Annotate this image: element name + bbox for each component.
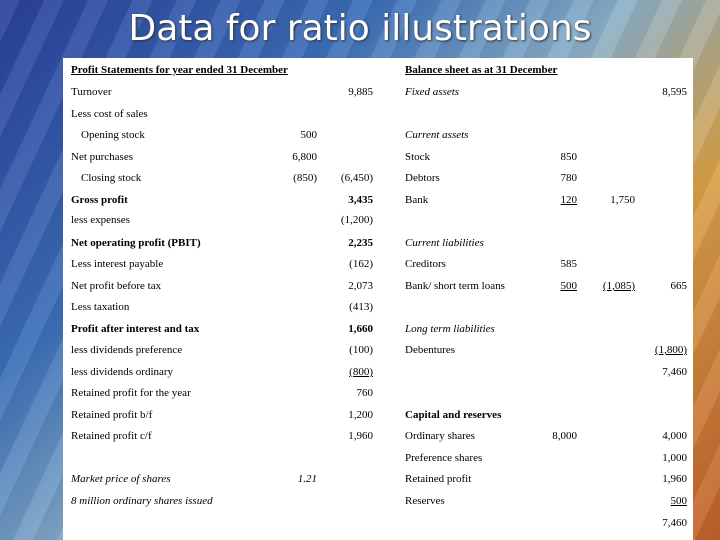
turnover-label: Turnover: [71, 86, 112, 98]
ordinary-shares-label: Ordinary shares: [405, 430, 475, 442]
retained-bf-value: 1,200: [348, 409, 373, 421]
opening-stock-value: 500: [300, 129, 318, 141]
current-liabilities-total: (1,085): [602, 280, 635, 292]
creditors-label: Creditors: [405, 258, 446, 270]
retained-profit-bs-value: 1,960: [662, 473, 687, 485]
fixed-assets-label: Fixed assets: [405, 86, 460, 98]
current-liabilities-label: Current liabilities: [405, 237, 484, 249]
closing-stock-value: (850): [293, 172, 317, 184]
pbit-label: Net operating profit (PBIT): [71, 237, 201, 249]
stock-label: Stock: [405, 151, 431, 163]
less-cos-label: Less cost of sales: [71, 108, 148, 120]
closing-stock-label: Closing stock: [81, 172, 142, 184]
gross-profit-label: Gross profit: [71, 194, 128, 206]
capital-total-value: 7,460: [662, 517, 687, 529]
interest-value: (162): [349, 258, 373, 270]
div-ord-label: less dividends ordinary: [71, 366, 174, 378]
div-pref-label: less dividends preference: [71, 344, 183, 356]
preference-shares-label: Preference shares: [405, 452, 483, 464]
pat-label: Profit after interest and tax: [71, 323, 200, 335]
market-price-label: Market price of shares: [71, 473, 171, 485]
retained-cf-value: 1,960: [348, 430, 373, 442]
retained-cf-label: Retained profit c/f: [71, 430, 152, 442]
pbit-value: 2,235: [348, 237, 373, 249]
slide-title: Data for ratio illustrations: [128, 8, 592, 49]
tax-label: Less taxation: [71, 301, 130, 313]
shares-issued-label: 8 million ordinary shares issued: [71, 495, 213, 507]
cos-total-value: (6,450): [340, 172, 373, 184]
stock-value: 850: [560, 151, 578, 163]
retained-year-label: Retained profit for the year: [71, 387, 191, 399]
tax-value: (413): [349, 301, 373, 313]
retained-year-value: 760: [356, 387, 374, 399]
debentures-label: Debentures: [405, 344, 456, 356]
bs-header: Balance sheet as at 31 December: [405, 64, 558, 76]
interest-label: Less interest payable: [71, 258, 164, 270]
loans-label: Bank/ short term loans: [405, 280, 505, 292]
div-ord-value: (800): [349, 366, 373, 378]
preference-shares-value: 1,000: [662, 452, 687, 464]
ordinary-shares-mid-value: 8,000: [552, 430, 577, 442]
net-purchases-value: 6,800: [292, 151, 317, 163]
creditors-value: 585: [560, 258, 578, 270]
retained-bf-label: Retained profit b/f: [71, 409, 153, 421]
debtors-value: 780: [560, 172, 578, 184]
gross-profit-value: 3,435: [348, 194, 373, 206]
expenses-value: (1,200): [340, 214, 373, 226]
ordinary-shares-value: 4,000: [662, 430, 687, 442]
net-purchases-label: Net purchases: [71, 151, 134, 163]
debentures-value: (1,800): [654, 344, 687, 356]
market-price-value: 1.21: [297, 473, 317, 485]
current-assets-total: 1,750: [610, 194, 635, 206]
turnover-value: 9,885: [348, 86, 373, 98]
loans-value: 500: [560, 280, 578, 292]
net-current-assets-value: 665: [670, 280, 688, 292]
pat-value: 1,660: [348, 323, 373, 335]
current-assets-label: Current assets: [405, 129, 469, 141]
pbt-value: 2,073: [348, 280, 373, 292]
debtors-label: Debtors: [405, 172, 440, 184]
opening-stock-label: Opening stock: [81, 129, 145, 141]
pbt-label: Net profit before tax: [71, 280, 162, 292]
reserves-value: 500: [670, 495, 688, 507]
reserves-label: Reserves: [405, 495, 445, 507]
bank-value: 120: [560, 194, 578, 206]
pl-header: Profit Statements for year ended 31 Dece…: [71, 64, 288, 76]
retained-profit-bs-label: Retained profit: [405, 473, 472, 485]
data-sheet: Profit Statements for year ended 31 Dece…: [63, 58, 693, 540]
long-term-liabilities-label: Long term liabilities: [405, 323, 495, 335]
bank-label: Bank: [405, 194, 429, 206]
expenses-label: less expenses: [71, 214, 130, 226]
div-pref-value: (100): [349, 344, 373, 356]
capital-reserves-label: Capital and reserves: [405, 409, 502, 421]
fixed-assets-value: 8,595: [662, 86, 687, 98]
net-assets-subtotal: 7,460: [662, 366, 687, 378]
